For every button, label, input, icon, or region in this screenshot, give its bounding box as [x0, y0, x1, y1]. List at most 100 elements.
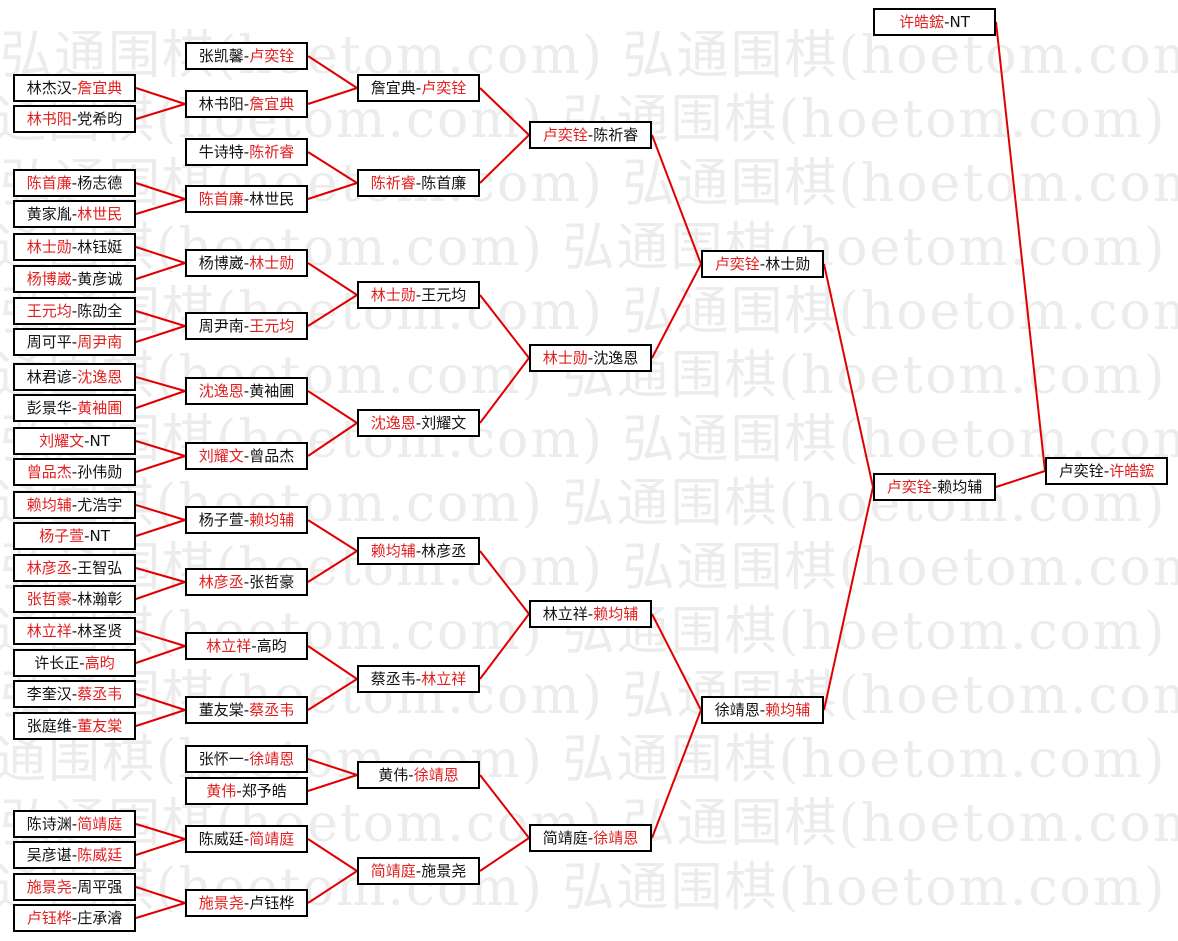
bracket-connector [823, 486, 874, 711]
player-a: 许皓鋐 [899, 13, 945, 31]
match-box-round-2: 周尹南-王元均 [185, 312, 308, 340]
player-a: 林彦丞 [26, 559, 72, 577]
bracket-connector [479, 294, 530, 359]
match-box-round-2: 张怀一-徐靖恩 [185, 745, 308, 773]
player-b: 陈首廉 [421, 174, 467, 192]
player-a: 林彦丞 [198, 573, 244, 591]
match-box-round-7: 卢奕铨-许皓鋐 [1045, 457, 1168, 485]
player-a: 林君谚 [26, 368, 72, 386]
match-box-round-1: 林书阳-党希昀 [13, 105, 136, 133]
player-b: 周尹南 [77, 333, 123, 351]
player-a: 詹宜典 [370, 79, 416, 97]
player-b: 林世民 [77, 205, 123, 223]
separator: - [243, 254, 250, 272]
bracket-connector [307, 774, 358, 792]
match-box-round-2: 黄伟-郑予皓 [185, 777, 308, 805]
player-b: 詹宜典 [249, 95, 295, 113]
player-a: 王元均 [26, 302, 72, 320]
bracket-connector [135, 567, 186, 583]
bracket-connector [135, 823, 186, 840]
match-box-round-1: 许长正-高昀 [13, 649, 136, 677]
player-a: 曾品杰 [26, 463, 72, 481]
player-b: 沈逸恩 [593, 349, 639, 367]
separator: - [71, 302, 78, 320]
player-a: 杨博崴 [26, 270, 72, 288]
player-a: 林士勋 [26, 238, 72, 256]
player-b: 简靖庭 [249, 830, 295, 848]
match-box-round-3: 蔡丞韦-林立祥 [357, 665, 480, 693]
player-a: 许长正 [34, 654, 80, 672]
bracket-connector [307, 390, 358, 424]
match-box-round-2: 杨博崴-林士勋 [185, 249, 308, 277]
bracket-connector [479, 87, 530, 136]
separator: - [415, 174, 422, 192]
player-b: 陈祈睿 [249, 143, 295, 161]
bracket-connector [135, 886, 186, 904]
separator: - [1103, 462, 1110, 480]
separator: - [243, 894, 250, 912]
match-box-round-1: 林彦丞-王智弘 [13, 554, 136, 582]
match-box-round-1: 林君谚-沈逸恩 [13, 363, 136, 391]
separator: - [587, 126, 594, 144]
player-b: 林士勋 [765, 255, 811, 273]
bracket-connector [307, 151, 358, 184]
match-box-round-5: 卢奕铨-林士勋 [701, 250, 824, 278]
player-a: 林立祥 [206, 637, 252, 655]
separator: - [71, 79, 78, 97]
player-a: 杨子萱 [39, 527, 85, 545]
separator: - [759, 255, 766, 273]
separator: - [84, 432, 90, 450]
separator: - [71, 622, 78, 640]
player-b: 卢钰桦 [249, 894, 295, 912]
separator: - [71, 399, 78, 417]
player-b: 许皓鋐 [1109, 462, 1155, 480]
match-box-round-4: 简靖庭-徐靖恩 [529, 824, 652, 852]
player-a: 林杰汉 [26, 79, 72, 97]
player-a: 李奎汉 [26, 685, 72, 703]
bracket-connector [135, 325, 186, 343]
bracket-connector [135, 455, 186, 473]
player-a: 张凯馨 [198, 47, 244, 65]
separator: - [243, 701, 250, 719]
bracket-connector [307, 870, 358, 904]
player-a: 林士勋 [542, 349, 588, 367]
player-b: 黄彦诚 [77, 270, 123, 288]
bracket-connector [135, 630, 186, 647]
player-a: 黄伟 [206, 782, 237, 800]
match-box-round-2: 林立祥-高昀 [185, 632, 308, 660]
player-b: 刘耀文 [421, 414, 467, 432]
bracket-connector [307, 645, 358, 680]
player-b: 林瀚彰 [77, 590, 123, 608]
separator: - [243, 190, 250, 208]
bracket-connector [479, 550, 530, 615]
player-b: NT [89, 432, 110, 450]
separator: - [415, 286, 422, 304]
separator: - [71, 463, 78, 481]
separator: - [243, 143, 250, 161]
separator: - [71, 205, 78, 223]
separator: - [415, 79, 422, 97]
separator: - [408, 766, 414, 784]
match-box-round-1: 张哲豪-林瀚彰 [13, 585, 136, 613]
player-b: 赖均辅 [765, 701, 811, 719]
separator: - [71, 496, 78, 514]
match-box-round-4: 卢奕铨-陈祈睿 [529, 121, 652, 149]
match-box-round-2: 沈逸恩-黄袖圃 [185, 377, 308, 405]
bracket-connector [307, 678, 358, 711]
separator: - [759, 701, 766, 719]
player-b: 张哲豪 [249, 573, 295, 591]
bracket-connector [135, 504, 186, 521]
bracket-connector [995, 21, 1046, 472]
match-box-round-3: 简靖庭-施景尧 [357, 857, 480, 885]
player-b: 林彦丞 [421, 542, 467, 560]
player-a: 施景尧 [198, 894, 244, 912]
separator: - [71, 333, 78, 351]
bracket-connector [479, 613, 530, 680]
match-box-round-1: 彭景华-黄袖圃 [13, 394, 136, 422]
separator: - [415, 542, 422, 560]
player-a: 张庭维 [26, 717, 72, 735]
separator: - [79, 654, 85, 672]
bracket-connector [135, 182, 186, 200]
match-box-round-1: 吴彦谌-陈威廷 [13, 841, 136, 869]
match-box-round-1: 刘耀文-NT [13, 427, 136, 455]
